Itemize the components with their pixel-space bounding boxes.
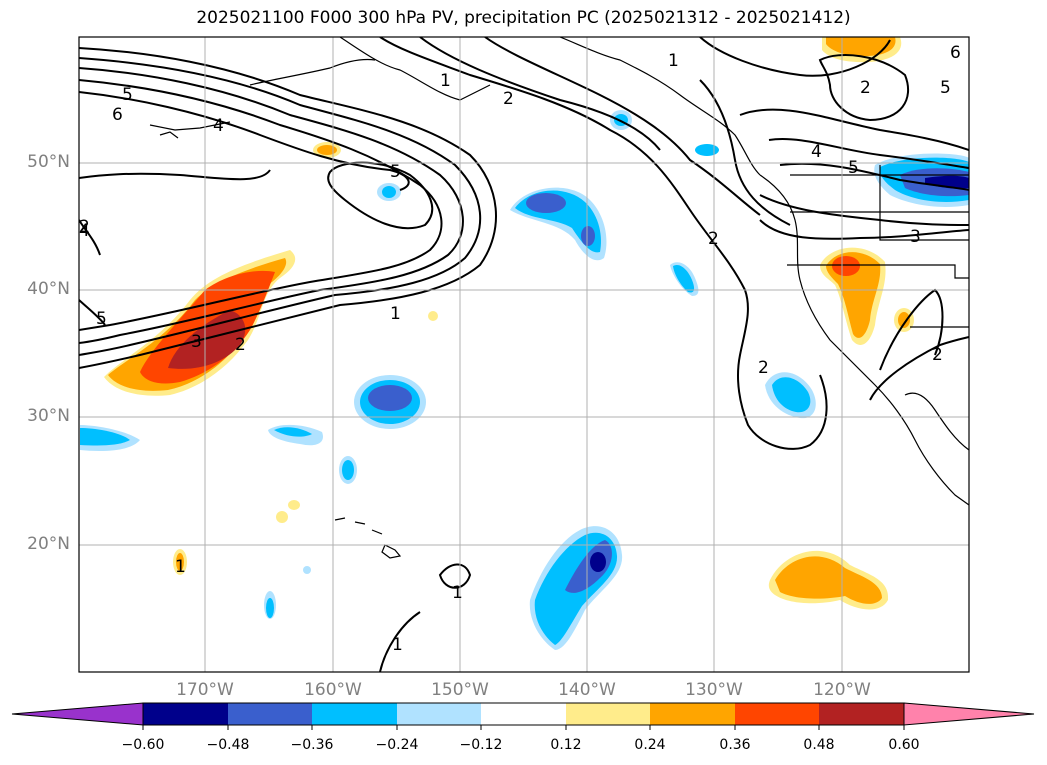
coastlines xyxy=(149,37,969,559)
contour-label: 5 xyxy=(122,85,133,105)
colorbar-cell xyxy=(397,703,481,725)
contour-label: 5 xyxy=(96,309,107,329)
contour-label: 6 xyxy=(950,43,961,63)
precip-shading xyxy=(80,37,969,650)
contour-label: 1 xyxy=(175,557,186,577)
contour-label: 2 xyxy=(932,345,943,365)
colorbar-cell xyxy=(481,703,566,725)
lon-label-140w: 140°W xyxy=(558,680,616,700)
contour-labels: 5 6 4 1 2 5 1 3 2 1 2 2 4 5 3 2 2 2 5 6 … xyxy=(79,43,961,655)
contour-label: 5 xyxy=(848,158,859,178)
lon-label-150w: 150°W xyxy=(431,680,489,700)
lon-label-130w: 130°W xyxy=(685,680,743,700)
lat-label-40n: 40°N xyxy=(27,279,70,299)
contour-label: 2 xyxy=(235,335,246,355)
contour-label: 4 xyxy=(811,142,822,162)
contour-label: 3 xyxy=(191,332,202,352)
contour-label: 2 xyxy=(758,358,769,378)
lon-label-120w: 120°W xyxy=(813,680,871,700)
contour-label: 2 xyxy=(79,217,90,237)
colorbar-tick-label: −0.36 xyxy=(290,737,334,753)
colorbar-tick-label: 0.24 xyxy=(634,737,666,753)
colorbar-cell xyxy=(735,703,819,725)
colorbar-cell xyxy=(819,703,904,725)
colorbar-tick-label: 0.60 xyxy=(888,737,920,753)
map-plot-area: 5 6 4 1 2 5 1 3 2 1 2 2 4 5 3 2 2 2 5 6 … xyxy=(79,37,969,672)
contour-label: 2 xyxy=(860,78,871,98)
contour-label: 3 xyxy=(910,227,921,247)
map-title: 2025021100 F000 300 hPa PV, precipitatio… xyxy=(196,8,851,28)
colorbar-tick-label: −0.12 xyxy=(459,737,503,753)
lat-label-30n: 30°N xyxy=(27,406,70,426)
contour-label: 5 xyxy=(390,162,401,182)
lat-label-20n: 20°N xyxy=(27,534,70,554)
contour-label: 1 xyxy=(390,304,401,324)
colorbar-extend-min xyxy=(11,702,144,726)
contour-label: 6 xyxy=(112,105,123,125)
colorbar-tick-label: −0.24 xyxy=(375,737,419,753)
colorbar xyxy=(11,702,1035,730)
contour-label: 4 xyxy=(213,116,224,136)
contour-label: 4 xyxy=(79,221,90,241)
colorbar-extend-max xyxy=(903,702,1035,726)
contour-label: 1 xyxy=(668,51,679,71)
colorbar-cell xyxy=(650,703,735,725)
colorbar-tick-label: −0.60 xyxy=(121,737,165,753)
lon-label-170w: 170°W xyxy=(176,680,234,700)
lat-label-50n: 50°N xyxy=(27,152,70,172)
contour-label: 5 xyxy=(940,78,951,98)
colorbar-tick-label: 0.48 xyxy=(803,737,835,753)
map-frame xyxy=(78,36,970,673)
colorbar-tick-label: 0.12 xyxy=(550,737,582,753)
colorbar-cell xyxy=(566,703,650,725)
lon-label-160w: 160°W xyxy=(304,680,362,700)
colorbar-cell xyxy=(228,703,312,725)
colorbar-tick-label: −0.48 xyxy=(206,737,250,753)
contour-label: 1 xyxy=(452,583,463,603)
contour-label: 2 xyxy=(708,229,719,249)
colorbar-tick-label: 0.36 xyxy=(719,737,751,753)
contour-label: 2 xyxy=(503,89,514,109)
contour-label: 1 xyxy=(392,635,403,655)
contour-label: 1 xyxy=(440,71,451,91)
graticule xyxy=(79,37,969,672)
colorbar-cell xyxy=(143,703,228,725)
pv-contours xyxy=(79,37,969,672)
colorbar-cell xyxy=(312,703,397,725)
